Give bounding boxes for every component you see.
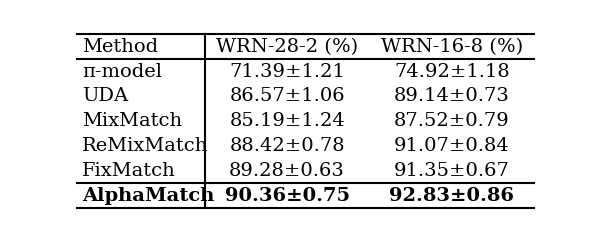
Text: π-model: π-model: [82, 63, 162, 81]
Text: WRN-28-2 (%): WRN-28-2 (%): [216, 38, 358, 56]
Text: AlphaMatch: AlphaMatch: [82, 187, 215, 205]
Text: 90.36±0.75: 90.36±0.75: [225, 187, 350, 205]
Text: WRN-16-8 (%): WRN-16-8 (%): [381, 38, 523, 56]
Text: 71.39±1.21: 71.39±1.21: [229, 63, 345, 81]
Text: 87.52±0.79: 87.52±0.79: [394, 112, 510, 130]
Text: 92.83±0.86: 92.83±0.86: [389, 187, 514, 205]
Text: ReMixMatch: ReMixMatch: [82, 137, 209, 155]
Text: 91.07±0.84: 91.07±0.84: [394, 137, 510, 155]
Text: UDA: UDA: [82, 87, 129, 105]
Text: 91.35±0.67: 91.35±0.67: [394, 162, 510, 180]
Text: 89.14±0.73: 89.14±0.73: [394, 87, 510, 105]
Text: MixMatch: MixMatch: [82, 112, 182, 130]
Text: 86.57±1.06: 86.57±1.06: [229, 87, 345, 105]
Text: Method: Method: [82, 38, 159, 56]
Text: 89.28±0.63: 89.28±0.63: [229, 162, 345, 180]
Text: 85.19±1.24: 85.19±1.24: [229, 112, 345, 130]
Text: 88.42±0.78: 88.42±0.78: [229, 137, 345, 155]
Text: 74.92±1.18: 74.92±1.18: [394, 63, 510, 81]
Text: FixMatch: FixMatch: [82, 162, 176, 180]
